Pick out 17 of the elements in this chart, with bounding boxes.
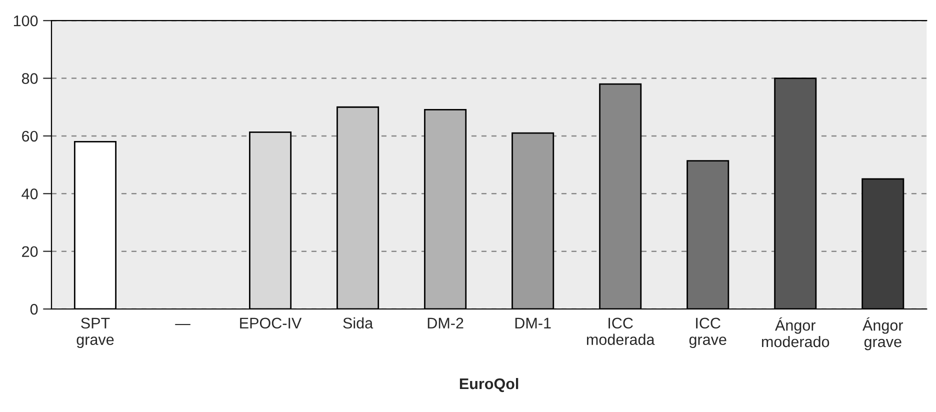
x-tick-label: DM-2 xyxy=(428,318,464,328)
y-tick-label: 60 xyxy=(22,130,38,142)
x-tick-label: EPOC-IV xyxy=(240,318,302,329)
x-axis-title: EuroQol xyxy=(460,378,518,392)
y-tick-label: 0 xyxy=(30,304,38,315)
y-tick-label: 100 xyxy=(14,15,38,26)
x-tick-label: — xyxy=(175,324,190,326)
y-tick-label: 40 xyxy=(22,188,38,200)
x-tick-label: ICC moderada xyxy=(586,318,655,346)
x-tick-label: SPT grave xyxy=(76,318,114,348)
x-tick-label: Ángor grave xyxy=(862,317,904,350)
x-tick-label: Ángor moderado xyxy=(762,317,830,348)
y-tick-label: 80 xyxy=(22,73,38,84)
x-tick-label: ICC grave xyxy=(689,318,726,348)
x-tick-label: DM-1 xyxy=(515,318,551,328)
y-tick-label: 20 xyxy=(22,246,38,258)
x-tick-label: Sida xyxy=(343,317,374,329)
